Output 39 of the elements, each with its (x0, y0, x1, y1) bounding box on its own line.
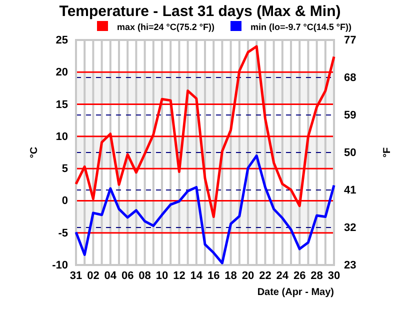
x-tick-label: 28 (310, 270, 323, 282)
y2-tick-label: 59 (344, 110, 356, 122)
y-tick-label: 10 (56, 130, 68, 143)
line-series (74, 45, 336, 218)
y-tick-label: 0 (62, 195, 68, 208)
chart-title: Temperature - Last 31 days (Max & Min) (59, 3, 341, 20)
x-tick-label: 08 (138, 270, 151, 282)
x-tick-label: 14 (190, 270, 204, 282)
y2-tick-label: 32 (344, 222, 356, 234)
x-axis-title: Date (Apr - May) (257, 287, 334, 298)
y2-tick-label: 41 (344, 184, 356, 197)
line-series (74, 154, 336, 264)
y2-tick-label: 50 (344, 147, 356, 160)
y-axis-title: °C (29, 146, 40, 158)
y-tick-label: -10 (52, 260, 68, 272)
x-tick-label: 16 (207, 270, 220, 282)
y-tick-label: 5 (62, 163, 68, 176)
y2-axis-title: °F (382, 147, 393, 158)
x-tick-label: 02 (87, 270, 100, 282)
x-tick-label: 06 (121, 270, 134, 282)
x-tick-label: 20 (242, 270, 254, 282)
legend-label: max (hi=24 °C(75.2 °F)) (117, 22, 214, 32)
y-tick-label: 20 (56, 66, 68, 79)
y2-tick-label: 23 (344, 260, 356, 272)
x-tick-label: 31 (70, 270, 82, 282)
x-tick-label: 30 (328, 270, 340, 282)
x-tick-label: 12 (173, 270, 186, 282)
y-tick-label: -5 (58, 227, 68, 240)
x-tick-label: 22 (259, 270, 272, 282)
x-tick-label: 24 (276, 270, 290, 282)
y-tick-label: 25 (56, 34, 68, 47)
x-tick-label: 18 (224, 270, 237, 282)
y2-tick-label: 77 (344, 34, 356, 47)
y2-tick-label: 68 (344, 72, 356, 84)
x-tick-label: 26 (293, 270, 306, 282)
x-tick-label: 04 (104, 270, 118, 282)
legend-label: min (lo=-9.7 °C(14.5 °F)) (250, 22, 352, 32)
y-tick-label: 15 (56, 98, 68, 111)
x-tick-label: 10 (156, 270, 168, 282)
